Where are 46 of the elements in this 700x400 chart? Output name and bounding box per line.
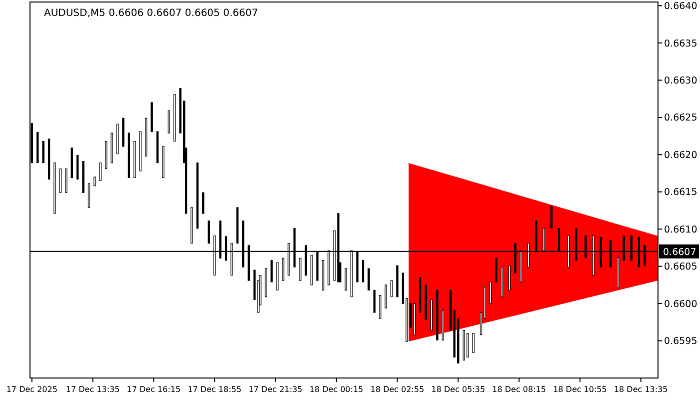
- candlestick: [550, 206, 553, 229]
- y-tick-label: 0.6605: [664, 262, 698, 273]
- y-tick-label: 0.6615: [664, 187, 698, 198]
- candlestick: [88, 183, 90, 208]
- candlestick: [472, 333, 475, 353]
- candlestick: [368, 268, 370, 291]
- y-tick-label: 0.6635: [664, 38, 698, 50]
- candlestick: [379, 294, 382, 320]
- x-tick-label: 18 Dec 00:15: [309, 385, 364, 394]
- x-tick-label: 17 Dec 18:55: [188, 385, 242, 394]
- y-tick-label: 0.6595: [664, 336, 698, 348]
- candlestick: [495, 257, 498, 283]
- x-tick-label: 18 Dec 08:15: [492, 385, 546, 394]
- x-tick-label: 18 Dec 10:55: [553, 385, 607, 394]
- y-tick-label: 0.6640: [664, 1, 698, 12]
- x-tick-label: 17 Dec 21:35: [248, 385, 302, 394]
- candlestick: [76, 154, 79, 180]
- candlestick: [270, 260, 273, 283]
- candlestick: [99, 162, 102, 181]
- x-tick-label: 17 Dec 13:35: [66, 385, 120, 394]
- y-tick-label: 0.6625: [664, 112, 698, 124]
- candlestick: [373, 289, 376, 314]
- candlestick: [168, 110, 170, 134]
- candlestick: [466, 333, 469, 358]
- y-tick-label: 0.6610: [664, 224, 698, 236]
- candlestick: [202, 192, 204, 214]
- candlestick: [384, 284, 387, 309]
- candlestick: [299, 257, 302, 282]
- text: AUDUSD,M5 0.6606 0.6607 0.6605 0.6607: [44, 8, 258, 19]
- x-tick-label: 17 Dec 2025: [6, 385, 58, 394]
- candlestick: [489, 281, 492, 304]
- x-tick-label: 18 Dec 05:35: [431, 385, 486, 394]
- x-tick-label: 18 Dec 02:55: [370, 385, 424, 394]
- y-tick-label: 0.6600: [664, 298, 698, 310]
- candlestick: [42, 140, 44, 164]
- y-tick-label: 0.6630: [664, 76, 698, 87]
- x-tick-label: 17 Dec 16:15: [126, 385, 181, 394]
- candlestick: [344, 268, 348, 291]
- y-tick-label: 0.6620: [664, 150, 698, 161]
- candlestick: [390, 280, 393, 298]
- x-tick-label: 18 Dec 13:35: [614, 385, 668, 394]
- ref-line-label: 0.6607: [663, 246, 696, 258]
- candlestick: [59, 168, 62, 194]
- candlestick: [282, 257, 284, 282]
- candlestick: [65, 168, 68, 194]
- candlestick: [362, 260, 364, 283]
